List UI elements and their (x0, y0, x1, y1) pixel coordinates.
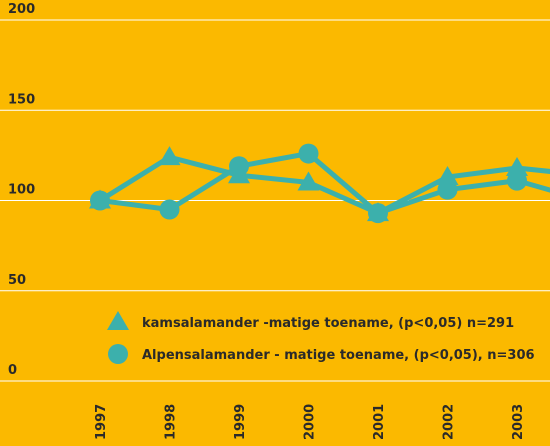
x-tick-label: 2000 (303, 404, 318, 440)
marker-triangle (158, 146, 181, 166)
x-tick-label: 1997 (94, 404, 109, 440)
marker-circle (90, 190, 110, 211)
legend-marker (108, 344, 128, 364)
marker-circle (229, 156, 249, 177)
marker-triangle (436, 166, 459, 186)
marker-circle (159, 199, 180, 220)
x-tick-label: 1999 (233, 404, 248, 440)
y-tick-label: 200 (8, 2, 35, 17)
series-line (98, 154, 550, 216)
marker-circle (298, 143, 319, 164)
x-tick-label: 2002 (442, 404, 457, 440)
y-tick-label: 150 (8, 92, 35, 107)
y-tick-label: 50 (8, 273, 26, 288)
x-tick-label: 2001 (372, 404, 387, 440)
y-tick-label: 0 (8, 363, 17, 378)
legend-marker (107, 311, 129, 330)
marker-circle (507, 170, 527, 191)
marker-triangle (297, 171, 320, 191)
legend-label: kamsalamander -matige toename, (p<0,05) … (142, 316, 514, 331)
marker-circle (368, 203, 388, 224)
series-line (99, 150, 550, 216)
legend-label: Alpensalamander - matige toename, (p<0,0… (142, 348, 535, 363)
y-tick-label: 100 (8, 183, 35, 198)
marker-circle (437, 179, 458, 200)
x-tick-label: 1998 (164, 404, 179, 440)
x-tick-label: 2003 (511, 404, 526, 440)
marker-triangle (506, 157, 528, 177)
